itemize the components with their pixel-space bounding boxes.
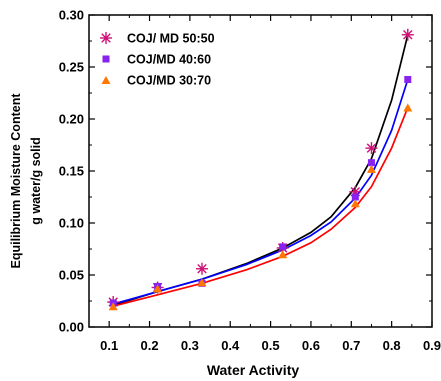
fit-curve <box>112 79 409 305</box>
data-point-series-2 <box>404 75 412 83</box>
y-tick-label: 0.20 <box>59 112 84 127</box>
fit-curve <box>112 107 409 308</box>
legend-label: COJ/ MD 50:50 <box>127 32 215 46</box>
x-tick-label: 0.3 <box>181 338 199 353</box>
legend-marker <box>102 55 110 63</box>
x-tick-label: 0.9 <box>423 338 441 353</box>
x-tick-label: 0.2 <box>140 338 158 353</box>
y-tick-label: 0.15 <box>59 164 84 179</box>
y-tick-label: 0.10 <box>59 216 84 231</box>
y-axis-title: Equilibrium Moisture Content g water/g s… <box>9 93 43 269</box>
data-point-series-3 <box>197 278 207 287</box>
legend-marker <box>100 32 112 44</box>
data-point-series-3 <box>403 103 413 112</box>
plot-layer: 0.00 0.05 0.10 0.15 0.20 0.25 0.30 0.1 0.2 0.3 0.4… <box>59 8 441 354</box>
data-point-series-2 <box>351 193 359 201</box>
data-point-series-3 <box>153 284 163 293</box>
y-axis-title-line-2: g water/g solid <box>29 137 43 225</box>
data-point-series-1 <box>195 262 208 275</box>
legend-marker <box>101 76 111 84</box>
data-point-series-3 <box>108 302 118 311</box>
data-point-series-3 <box>278 250 288 259</box>
x-axis-title: Water Activity <box>207 362 300 378</box>
data-point-series-3 <box>350 199 360 208</box>
x-tick-label: 0.4 <box>221 338 240 353</box>
data-point-series-3 <box>366 164 376 173</box>
x-tick-label: 0.7 <box>342 338 360 353</box>
y-tick-label: 0.05 <box>59 268 84 283</box>
data-point-series-2 <box>367 159 375 167</box>
x-tick-label: 0.8 <box>383 338 401 353</box>
data-point-series-2 <box>279 243 287 251</box>
y-tick-label: 0.25 <box>59 60 84 75</box>
y-tick-label: 0.00 <box>59 320 84 335</box>
data-point-series-1 <box>401 28 414 41</box>
y-axis-title-line-1: Equilibrium Moisture Content <box>9 93 23 269</box>
legend-label: COJ/MD 40:60 <box>127 53 211 67</box>
x-tick-label: 0.1 <box>100 338 118 353</box>
x-tick-label: 0.5 <box>262 338 280 353</box>
x-tick-label: 0.6 <box>302 338 320 353</box>
legend-label: COJ/MD 30:70 <box>127 74 211 88</box>
data-point-series-1 <box>365 142 378 155</box>
y-tick-label: 0.30 <box>59 8 84 23</box>
